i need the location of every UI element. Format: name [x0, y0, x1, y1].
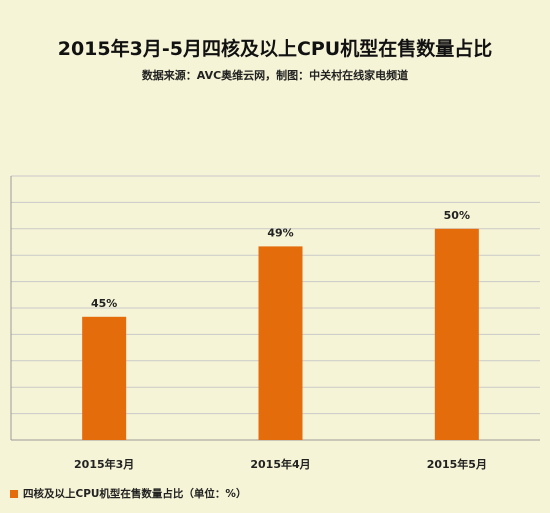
legend: 四核及以上CPU机型在售数量占比（单位：%）	[10, 486, 246, 501]
chart-title: 2015年3月-5月四核及以上CPU机型在售数量占比	[57, 38, 493, 60]
x-tick-label: 2015年4月	[250, 457, 310, 471]
bar	[82, 316, 127, 440]
legend-swatch	[10, 489, 18, 498]
x-tick-label: 2015年5月	[427, 457, 487, 471]
data-label: 45%	[91, 297, 117, 310]
chart-subtitle: 数据来源：AVC奥维云网，制图：中关村在线家电频道	[141, 69, 409, 82]
bar	[258, 246, 303, 440]
data-label: 49%	[267, 226, 293, 239]
bar	[434, 228, 479, 440]
legend-label: 四核及以上CPU机型在售数量占比（单位：%）	[23, 488, 247, 500]
x-tick-label: 2015年3月	[74, 457, 134, 471]
data-label: 50%	[444, 209, 470, 222]
